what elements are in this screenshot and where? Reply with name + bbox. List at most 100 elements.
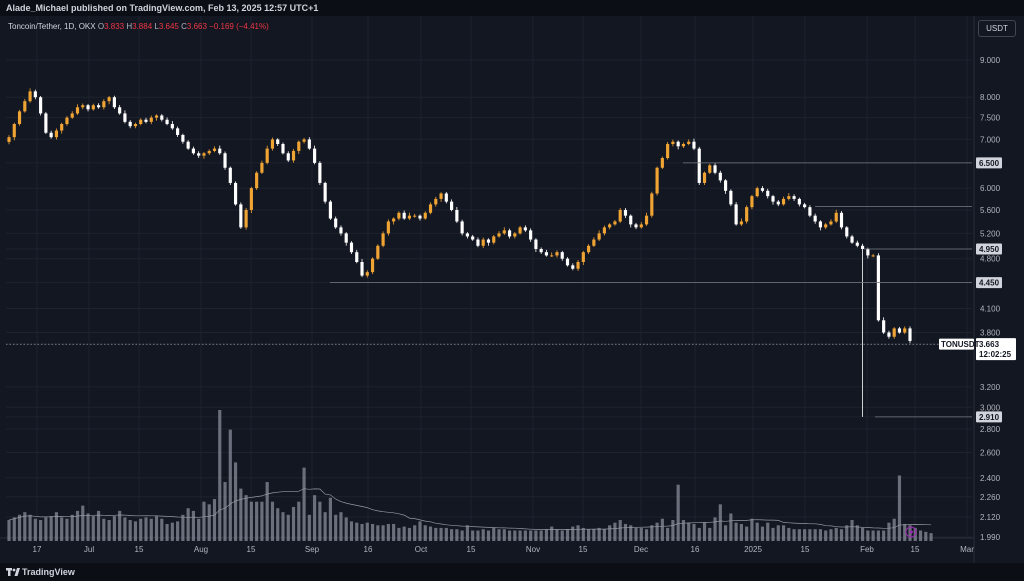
currency-button[interactable]: USDT — [978, 20, 1016, 37]
volume-bar — [407, 527, 412, 541]
volume-bar — [571, 526, 575, 541]
volume-bar — [355, 522, 359, 541]
candle-body — [818, 221, 823, 228]
volume-bar — [834, 527, 838, 541]
volume-bar — [887, 522, 891, 541]
volume-bar — [323, 512, 327, 541]
volume-bar — [486, 530, 491, 541]
candle-body — [75, 107, 80, 114]
volume-bar — [102, 518, 106, 541]
candle-body — [560, 252, 564, 259]
volume-bar — [328, 497, 332, 541]
volume-bar — [681, 520, 686, 541]
candle-body — [149, 117, 153, 122]
candle-body — [349, 242, 354, 253]
symbol-tag — [939, 338, 974, 350]
volume-bar — [281, 512, 285, 541]
candle-body — [650, 193, 654, 216]
volume-bar — [60, 517, 64, 541]
candle-body — [154, 115, 159, 118]
candle-body — [318, 162, 322, 183]
candle-body — [876, 255, 880, 321]
volume-bar — [476, 530, 480, 541]
candle-body — [618, 209, 622, 222]
volume-bar — [365, 522, 369, 541]
volume-bar — [755, 522, 759, 541]
candle-body — [12, 124, 16, 138]
volume-bar — [745, 526, 749, 541]
price-tag — [976, 277, 1002, 289]
price-chart[interactable]: 9.000 8.000 7.500 7.000 6.500 6.000 5.600 5.200… — [0, 16, 1024, 563]
candle-body — [123, 113, 127, 122]
volume-bar — [65, 518, 69, 541]
volume-bar — [587, 529, 591, 541]
candle-body — [713, 165, 717, 173]
volume-bar — [760, 526, 765, 541]
price-axis-label: 4.100 — [980, 305, 1001, 314]
volume-bar — [824, 530, 828, 541]
volume-bar — [144, 517, 148, 541]
symbol-legend: Toncoin/Tether, 1D, OKX O3.833 H3.884 L3… — [8, 22, 269, 31]
volume-bar — [523, 530, 527, 541]
candle-body — [634, 224, 638, 228]
candle-body — [197, 153, 201, 156]
candle-body — [39, 97, 43, 114]
candle-body — [28, 91, 32, 102]
candle-body — [571, 265, 575, 269]
candle-body — [781, 198, 786, 205]
price-axis-label: 5.200 — [980, 229, 1001, 238]
flash-icon[interactable] — [905, 526, 917, 538]
candle-body — [592, 239, 596, 246]
volume-bar — [766, 522, 770, 541]
candle-body — [165, 119, 169, 125]
candle-body — [465, 233, 469, 237]
volume-bar — [233, 462, 238, 541]
volume-bar — [845, 525, 849, 541]
volume-bar — [702, 522, 707, 541]
volume-bar — [829, 529, 833, 541]
candle-body — [70, 113, 74, 118]
volume-bar — [908, 525, 912, 541]
candle-body — [313, 148, 317, 163]
volume-bar — [750, 518, 754, 541]
candle-body — [402, 212, 406, 219]
candle-body — [297, 141, 301, 151]
volume-bar — [560, 530, 564, 541]
countdown-label: 12:02:25 — [979, 350, 1012, 359]
volume-bar — [360, 523, 364, 541]
open-label: O — [97, 22, 105, 31]
volume-bar — [581, 527, 585, 541]
candle-body — [745, 207, 749, 222]
candle-body — [581, 252, 585, 263]
time-axis-label: 15 — [579, 545, 588, 554]
volume-bar — [191, 510, 195, 541]
volume-bar — [28, 514, 32, 541]
volume-bar — [223, 482, 227, 541]
candle-body — [734, 204, 738, 225]
volume-bar — [539, 530, 543, 541]
volume-bar — [249, 501, 253, 541]
candle-body — [423, 212, 427, 219]
volume-bar — [49, 516, 53, 541]
price-axis-label: 9.000 — [980, 56, 1001, 65]
volume-bar — [170, 522, 174, 541]
volume-bar — [555, 529, 559, 541]
candle-body — [518, 227, 522, 234]
candle-body — [476, 239, 480, 246]
volume-bar — [897, 475, 902, 541]
volume-bar — [149, 518, 153, 541]
candle-body — [850, 236, 854, 243]
volume-bar — [697, 527, 701, 541]
candle-body — [497, 233, 501, 237]
candle-body — [760, 188, 765, 191]
candle-body — [766, 190, 770, 197]
volume-bar — [212, 499, 217, 541]
volume-bar — [91, 516, 95, 541]
candle-body — [613, 221, 617, 225]
candle-body — [334, 218, 338, 228]
volume-bar — [813, 529, 817, 541]
candle-body — [555, 252, 559, 256]
price-tag-label: 4.950 — [979, 245, 1000, 254]
low-label: L — [154, 22, 159, 31]
volume-bar — [666, 527, 670, 541]
